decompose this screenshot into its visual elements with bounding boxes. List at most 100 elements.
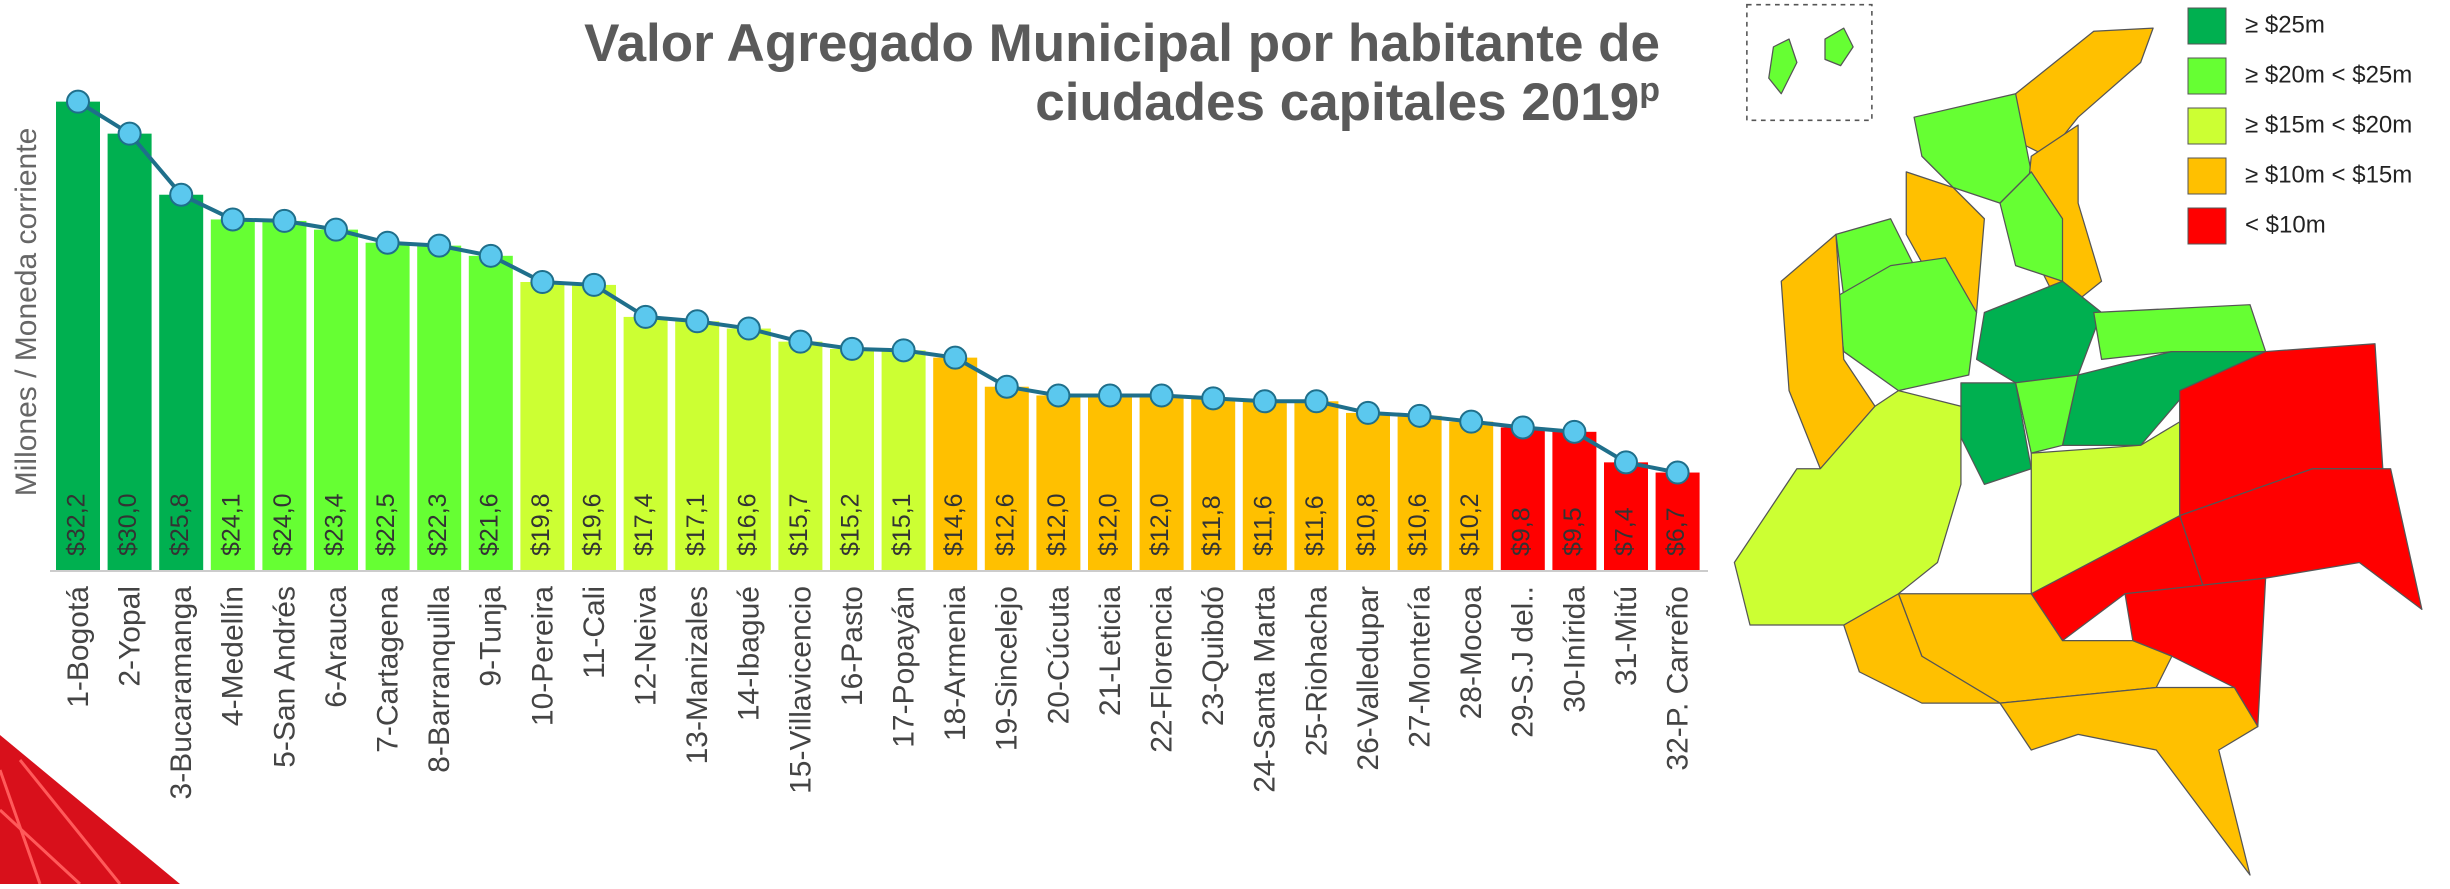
corner-decoration <box>0 735 180 884</box>
marker <box>1098 383 1122 408</box>
x-tick-label: 28-Mocoa <box>1455 586 1488 720</box>
value-label: $22,5 <box>372 493 400 556</box>
value-label: $11,6 <box>1301 495 1329 556</box>
value-label: $12,0 <box>1043 493 1071 556</box>
legend-label: ≥ $10m < $15m <box>2245 161 2412 188</box>
marker <box>66 89 90 114</box>
y-axis-label: Millones / Moneda corriente <box>10 128 43 497</box>
island <box>1768 38 1798 95</box>
x-tick-label: 11-Cali <box>578 586 611 679</box>
bar <box>726 328 771 570</box>
value-label: $10,8 <box>1353 493 1381 556</box>
region <box>2014 27 2154 157</box>
region <box>1999 171 2064 282</box>
value-label: $12,6 <box>991 493 1019 556</box>
inset-frame <box>1746 3 1873 122</box>
marker <box>788 329 813 354</box>
marker <box>840 336 864 361</box>
marker <box>633 304 658 329</box>
bar <box>1552 431 1597 570</box>
bar <box>572 284 616 570</box>
x-tick-label: 32-P. Carreño <box>1662 586 1695 771</box>
x-tick-label: 27-Montería <box>1404 586 1437 748</box>
marker <box>427 233 452 258</box>
chart-title: Valor Agregado Municipal por habitante d… <box>584 14 1660 73</box>
value-label: $12,0 <box>1146 493 1174 556</box>
value-label: $17,1 <box>682 493 710 556</box>
value-label: $12,0 <box>1095 493 1123 556</box>
bar <box>520 282 565 570</box>
corner-stripes <box>0 759 122 886</box>
x-tick-label: 30-Inírida <box>1558 586 1591 713</box>
bar <box>262 220 307 570</box>
value-label: $24,0 <box>269 493 297 556</box>
bar <box>830 348 874 570</box>
marker <box>169 182 194 207</box>
marker <box>891 338 916 363</box>
legend-swatch <box>2187 207 2227 245</box>
value-label: $24,1 <box>217 493 245 556</box>
bar <box>210 219 255 571</box>
marker <box>1562 419 1587 444</box>
marker <box>1046 383 1071 408</box>
value-label: $11,8 <box>1198 495 1226 556</box>
bar <box>107 133 152 571</box>
value-label: $19,6 <box>579 493 607 556</box>
bar <box>623 316 668 570</box>
chart-title: ciudades capitales 2019p <box>1035 71 1660 132</box>
value-label: $30,0 <box>114 493 142 556</box>
marker <box>220 207 245 232</box>
x-tick-label: 4-Medellín <box>217 586 250 726</box>
chart-title-superscript: p <box>1639 71 1660 109</box>
x-tick-label: 7-Cartagena <box>372 586 405 753</box>
bar <box>365 242 410 570</box>
marker <box>685 309 710 334</box>
x-tick-label: 16-Pasto <box>836 586 869 706</box>
bar <box>468 255 513 570</box>
value-label: $9,5 <box>1559 507 1587 556</box>
region <box>1835 257 1978 392</box>
value-label: $11,6 <box>1249 495 1277 556</box>
marker <box>324 217 348 242</box>
marker <box>943 345 968 370</box>
x-tick-label: 6-Arauca <box>320 586 353 708</box>
x-tick-label: 22-Florencia <box>1146 586 1179 753</box>
x-tick-label: 31-Mitú <box>1610 586 1643 686</box>
bar <box>417 245 462 571</box>
region <box>1733 390 1962 626</box>
value-label: $17,4 <box>630 493 658 556</box>
x-tick-label: 1-Bogotá <box>62 586 95 708</box>
bar <box>778 341 823 570</box>
x-tick-label: 9-Tunja <box>475 586 508 687</box>
region <box>2015 374 2079 454</box>
legend-swatch <box>2187 107 2227 145</box>
x-tick-label: 13-Manizales <box>681 586 714 764</box>
x-tick-label: 29-S.J del.. <box>1507 586 1540 738</box>
bar <box>1604 462 1648 570</box>
bar <box>1397 415 1442 570</box>
marker <box>1665 460 1690 485</box>
bar <box>1294 401 1339 570</box>
bar <box>1191 398 1236 570</box>
marker <box>1510 415 1535 440</box>
value-label: $6,7 <box>1662 507 1690 556</box>
x-tick-label: 23-Quibdó <box>1197 586 1230 726</box>
region <box>1999 686 2259 876</box>
bar <box>1449 421 1494 570</box>
marker <box>736 316 761 341</box>
value-label: $10,6 <box>1404 493 1432 556</box>
legend-label: ≥ $15m < $20m <box>2245 111 2412 138</box>
value-label: $32,2 <box>63 493 91 556</box>
marker <box>272 208 297 233</box>
marker <box>478 243 503 268</box>
legend-label: ≥ $25m <box>2245 11 2325 38</box>
chart-title: ciudades capitales 2019 <box>1035 73 1639 132</box>
legend-label: < $10m <box>2245 211 2326 238</box>
value-label: $10,2 <box>1456 493 1484 556</box>
x-tick-label: 10-Pereira <box>526 586 559 726</box>
value-label: $15,1 <box>888 493 916 556</box>
marker <box>1201 386 1226 411</box>
x-tick-label: 8-Barranquilla <box>423 586 456 773</box>
value-label: $23,4 <box>321 493 349 556</box>
